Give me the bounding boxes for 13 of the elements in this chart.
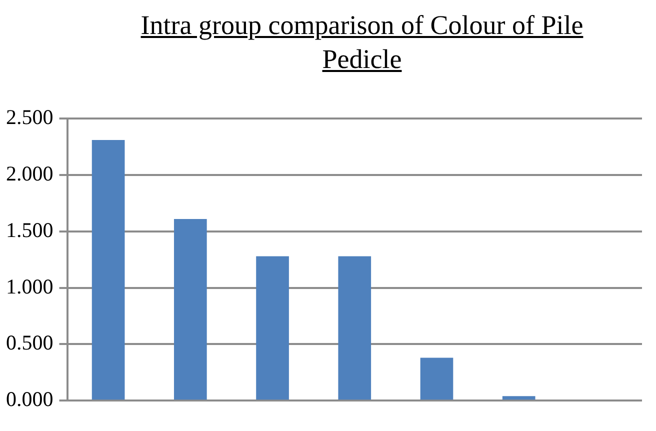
y-tick-label: 2.500 [6, 105, 54, 130]
chart-title: Intra group comparison of Colour of Pile Pedicle [140, 9, 584, 76]
y-tick-label: 0.500 [6, 330, 54, 355]
y-tick-label: 0.000 [6, 387, 54, 412]
bar [256, 256, 289, 400]
y-tick-label: 2.000 [6, 162, 54, 186]
y-tick-label: 1.000 [6, 274, 54, 298]
bar [338, 256, 372, 400]
bar [420, 358, 454, 400]
bar [174, 218, 207, 400]
bar [92, 140, 125, 400]
bar [502, 396, 536, 400]
y-tick-label: 1.500 [6, 218, 54, 242]
